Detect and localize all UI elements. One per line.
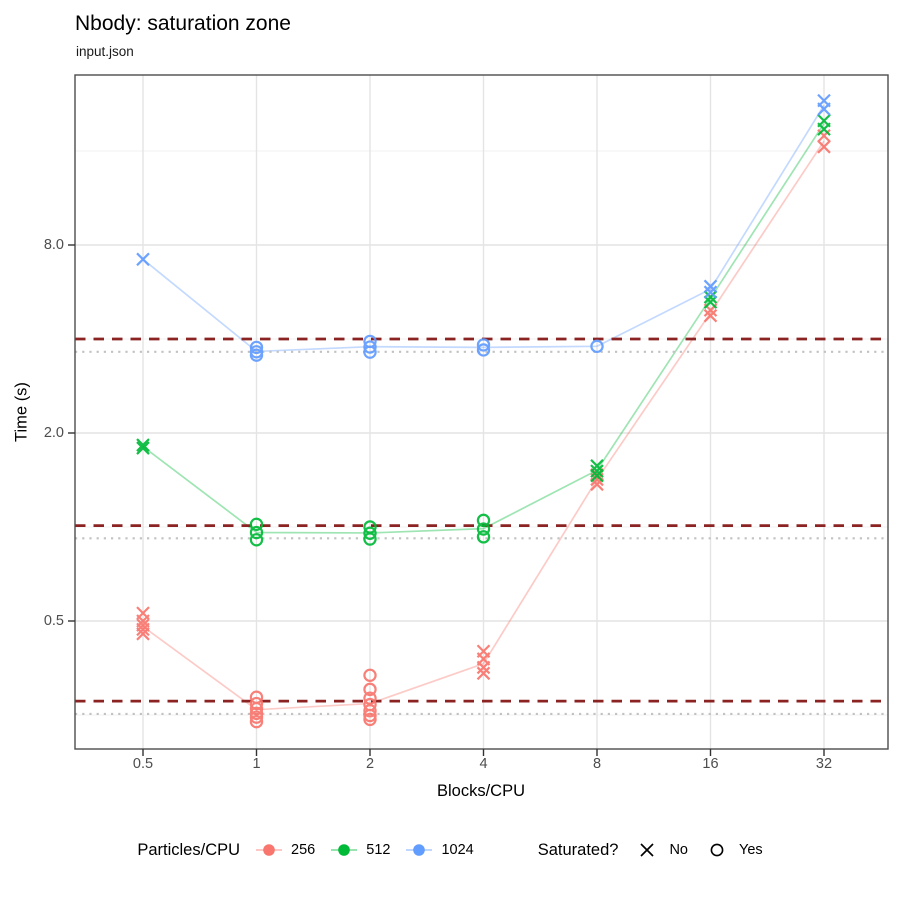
legend-item-label: 512 — [366, 842, 391, 858]
plot-area — [68, 74, 889, 756]
dotted-baselines — [75, 350, 888, 716]
data-point — [590, 468, 604, 483]
x-tick-label: 4 — [479, 756, 488, 772]
legend-color-title: Particles/CPU — [137, 840, 241, 859]
legend: Particles/CPU 256 512 1024 Saturated? No Yes — [0, 840, 900, 860]
data-point — [363, 704, 377, 718]
legend-item-label: No — [669, 842, 688, 858]
data-point — [249, 533, 264, 547]
x-tick-label: 16 — [702, 756, 719, 772]
data-point — [363, 708, 377, 723]
y-tick-label: 2.0 — [43, 425, 64, 441]
series-points-1024 — [136, 93, 831, 362]
data-point — [136, 441, 150, 455]
data-point — [476, 522, 491, 536]
data-point — [249, 714, 264, 729]
data-point — [249, 710, 264, 724]
legend-color-key — [406, 844, 433, 856]
data-point — [817, 140, 831, 154]
data-point — [249, 340, 264, 355]
data-point — [590, 459, 604, 473]
legend-color-key — [256, 844, 283, 856]
panel-border — [74, 74, 889, 750]
x-tick-label: 2 — [365, 756, 375, 772]
data-point — [249, 696, 264, 711]
data-point — [476, 530, 491, 544]
data-point — [703, 290, 718, 304]
data-point — [476, 343, 491, 357]
data-point — [817, 102, 831, 116]
data-point — [136, 627, 150, 641]
data-point — [363, 345, 377, 359]
x-tick-label: 1 — [252, 756, 261, 772]
data-point — [590, 339, 604, 354]
data-point — [363, 340, 377, 354]
data-point — [363, 712, 377, 727]
y-tick-label: 8.0 — [43, 237, 64, 253]
x-marker-icon — [640, 843, 655, 857]
legend-item-512: 512 — [329, 840, 390, 860]
y-tick-label: 0.5 — [43, 613, 64, 629]
data-point — [476, 338, 491, 352]
data-point — [476, 660, 491, 675]
grid-major — [75, 75, 888, 749]
data-point — [249, 517, 264, 532]
data-point — [136, 252, 150, 267]
data-point — [249, 701, 264, 716]
legend-item-1024: 1024 — [404, 840, 474, 860]
legend-shape-title: Saturated? — [537, 840, 619, 859]
data-point — [136, 622, 150, 637]
legend-color-key — [331, 844, 358, 856]
legend-item-no: No — [632, 840, 688, 860]
data-point — [363, 668, 377, 683]
data-point — [703, 308, 718, 323]
data-point — [363, 526, 377, 540]
legend-item-label: 1024 — [441, 842, 474, 858]
x-tick-label: 32 — [815, 756, 833, 772]
chart-subtitle: input.json — [76, 44, 134, 59]
dashed-thresholds — [75, 337, 888, 703]
data-point — [703, 285, 718, 299]
x-tick-label: 0.5 — [132, 756, 154, 772]
data-point — [136, 438, 150, 452]
x-axis-title: Blocks/CPU — [436, 782, 526, 800]
legend-item-256: 256 — [254, 840, 315, 860]
data-point — [703, 295, 718, 309]
data-point — [363, 691, 377, 705]
legend-item-label: Yes — [739, 842, 763, 858]
data-point — [363, 532, 377, 546]
data-point — [249, 525, 264, 540]
data-point — [476, 666, 491, 681]
legend-item-yes: Yes — [702, 840, 763, 860]
axis-ticks — [68, 244, 825, 756]
data-point — [249, 706, 264, 721]
data-point — [817, 122, 831, 136]
chart-title: Nbody: saturation zone — [75, 12, 291, 35]
series-points-512 — [136, 113, 831, 547]
x-tick-label: 8 — [592, 756, 602, 772]
data-point — [703, 279, 718, 294]
data-point — [249, 348, 264, 362]
data-point — [476, 513, 491, 528]
legend-item-label: 256 — [291, 842, 316, 858]
data-point — [363, 682, 377, 697]
data-point — [590, 464, 604, 478]
circle-marker-icon — [710, 843, 724, 857]
